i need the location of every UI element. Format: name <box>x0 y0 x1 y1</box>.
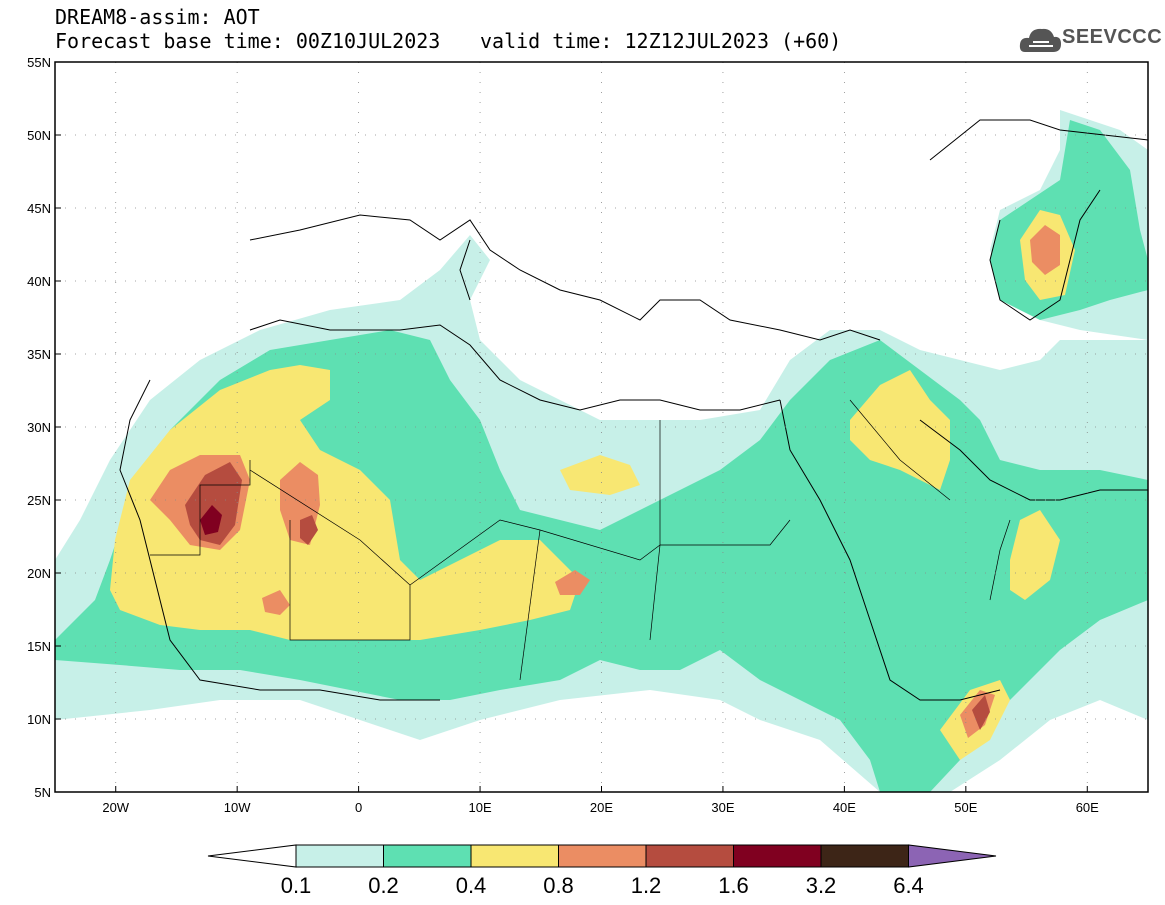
colorbar-swatch <box>295 844 384 868</box>
colorbar-high-arrow <box>908 844 997 868</box>
title-line-1: DREAM8-assim: AOT <box>55 5 260 29</box>
title-line-2: Forecast base time: 00Z10JUL2023 <box>55 29 441 53</box>
colorbar-swatch <box>470 844 559 868</box>
lon-tick-label: 40E <box>833 800 856 815</box>
lon-tick-label: 60E <box>1076 800 1099 815</box>
lat-tick-label: 35N <box>27 347 51 362</box>
lon-tick-label: 50E <box>954 800 977 815</box>
colorbar <box>207 844 997 868</box>
lat-axis: 55N 50N 45N 40N 35N 30N 25N 20N 15N 10N 5N <box>27 55 61 800</box>
aot-band-0.8-mauritania <box>262 590 290 615</box>
graticule <box>55 62 1148 792</box>
lat-tick-label: 20N <box>27 566 51 581</box>
aot-band-0.8-caspian <box>1030 225 1060 275</box>
lon-tick-label: 20E <box>590 800 613 815</box>
colorbar-label: 3.2 <box>805 873 837 898</box>
lat-tick-label: 10N <box>27 712 51 727</box>
colorbar-swatch <box>820 844 909 868</box>
aot-band-1.2 <box>185 462 242 545</box>
lon-tick-label: 30E <box>711 800 734 815</box>
colorbar-swatch <box>383 844 472 868</box>
aot-band-1.2-mali <box>300 515 318 545</box>
aot-band-0.4-east <box>850 370 950 490</box>
lon-tick-label: 10W <box>224 800 251 815</box>
lon-tick-label: 20W <box>102 800 129 815</box>
lat-tick-label: 15N <box>27 639 51 654</box>
colorbar-swatch <box>558 844 647 868</box>
lon-tick-label: 10E <box>468 800 491 815</box>
colorbar-label: 0.1 <box>280 873 312 898</box>
lon-axis: 20W 10W 0 10E 20E 30E 40E 50E 60E <box>102 786 1099 815</box>
colorbar-swatch <box>645 844 734 868</box>
lat-tick-label: 40N <box>27 274 51 289</box>
aot-band-0.4-oman <box>1010 510 1060 600</box>
colorbar-low-arrow <box>207 844 297 868</box>
aot-band-0.4 <box>110 365 580 640</box>
aot-band-1.6 <box>200 505 222 535</box>
colorbar-label: 1.2 <box>630 873 662 898</box>
lat-tick-label: 45N <box>27 201 51 216</box>
colorbar-label: 0.8 <box>543 873 574 898</box>
lat-tick-label: 50N <box>27 128 51 143</box>
aot-band-0.8-niger <box>555 570 590 595</box>
lon-tick-label: 0 <box>355 800 362 815</box>
colorbar-label: 0.4 <box>455 873 487 898</box>
aot-field-layer <box>55 110 1148 792</box>
colorbar-swatch <box>733 844 822 868</box>
colorbar-label: 1.6 <box>718 873 749 898</box>
logo-text: SEEVCCC <box>1062 26 1163 48</box>
lat-tick-label: 55N <box>27 55 51 70</box>
colorbar-label: 0.2 <box>368 873 399 898</box>
lat-tick-label: 25N <box>27 493 51 508</box>
lat-tick-label: 30N <box>27 420 51 435</box>
coastline-layer <box>119 119 1148 701</box>
aot-band-0.4-chad <box>560 455 640 495</box>
cloud-icon <box>1019 28 1061 52</box>
lat-tick-label: 5N <box>34 785 51 800</box>
valid-time-label: valid time: 12Z12JUL2023 (+60) <box>480 29 842 53</box>
aot-band-1.2-somalia <box>972 695 990 730</box>
border-layer <box>150 399 1011 681</box>
colorbar-label: 6.4 <box>893 873 924 898</box>
